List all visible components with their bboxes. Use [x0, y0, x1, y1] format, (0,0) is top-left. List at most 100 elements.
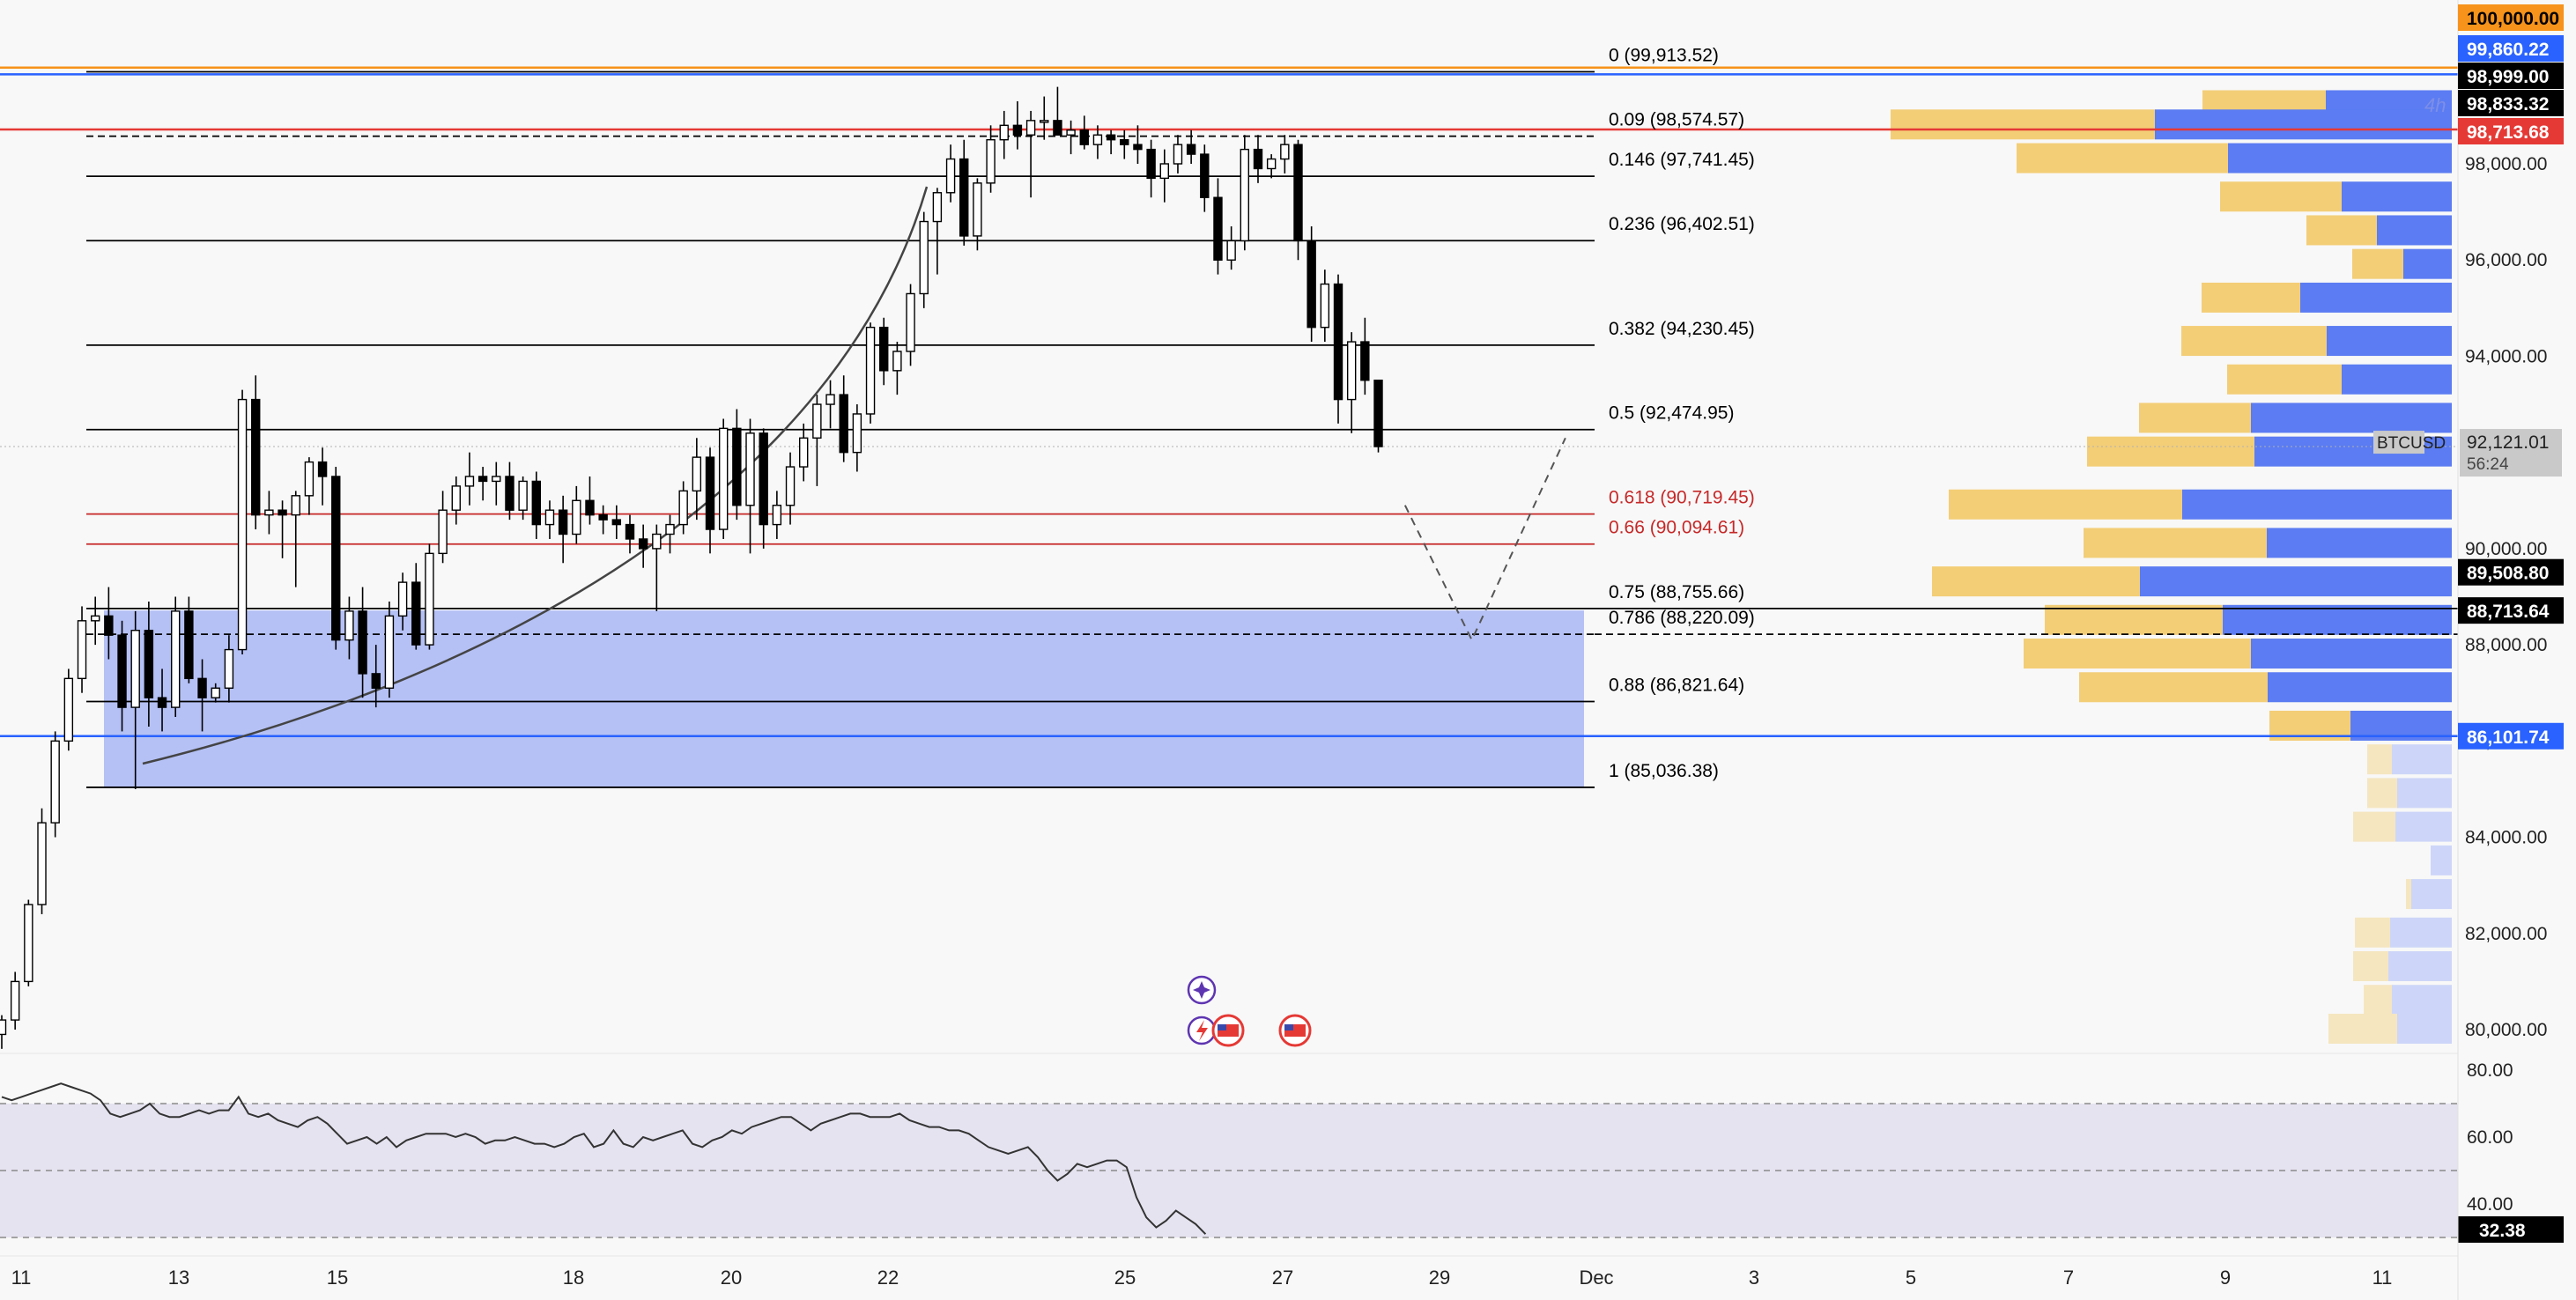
candle-body-60 — [799, 437, 809, 468]
price-tag-bg-5 — [2458, 558, 2564, 586]
volume-profile-down-13 — [2140, 566, 2452, 597]
fib-label-5: 0.5 (92,474.95) — [1609, 403, 1734, 424]
candle-body-88 — [1173, 144, 1183, 165]
candle-body-31 — [411, 581, 421, 646]
fib-label-10: 0.88 (86,821.64) — [1609, 675, 1744, 695]
rsi-axis-label-0: 80.00 — [2467, 1060, 2513, 1081]
candle-body-20 — [264, 509, 274, 516]
last-price-tag-bg — [2460, 429, 2562, 477]
candle-body-78 — [1040, 120, 1049, 123]
volume-profile-down-5 — [2403, 248, 2452, 279]
volume-profile-down-2 — [2228, 143, 2452, 174]
price-tag-1: 99,860.22 — [2467, 40, 2549, 60]
us-flag-canton — [1218, 1024, 1226, 1030]
demand-zone-box — [104, 610, 1584, 787]
volume-profile-down-22 — [2411, 879, 2452, 910]
fib-label-9: 0.786 (88,220.09) — [1609, 608, 1755, 628]
candle-body-58 — [772, 505, 782, 526]
candle-body-24 — [317, 461, 328, 477]
candle-body-99 — [1320, 283, 1330, 329]
time-axis-label-7: 27 — [1272, 1267, 1293, 1289]
volume-profile-down-4 — [2377, 215, 2452, 246]
volume-profile-up-24 — [2353, 951, 2388, 982]
time-axis-label-12: 7 — [2063, 1267, 2074, 1289]
candle-body-37 — [492, 476, 501, 483]
price-tag-6: 88,713.64 — [2467, 602, 2550, 622]
volume-profile-down-24 — [2388, 951, 2452, 982]
price-tag-0: 100,000.00 — [2467, 9, 2559, 29]
volume-profile-down-1 — [2155, 109, 2452, 140]
price-axis-label-2: 84,000.00 — [2465, 828, 2547, 848]
volume-profile-down-6 — [2300, 282, 2452, 313]
volume-profile-up-25 — [2364, 985, 2392, 1016]
volume-profile-up-6 — [2202, 282, 2300, 313]
candle-body-50 — [665, 523, 675, 536]
fib-label-3: 0.236 (96,402.51) — [1609, 214, 1755, 234]
price-axis-label-0: 80,000.00 — [2465, 1020, 2547, 1040]
fib-label-6: 0.618 (90,719.45) — [1609, 488, 1755, 508]
time-axis-label-1: 13 — [168, 1267, 189, 1289]
volume-profile-up-10 — [2087, 436, 2254, 467]
candle-body-49 — [652, 533, 662, 550]
candle-body-42 — [558, 509, 568, 536]
candle-body-29 — [384, 615, 395, 689]
candle-body-83 — [1106, 134, 1116, 141]
volume-profile-down-26 — [2397, 1014, 2452, 1044]
volume-profile-down-14 — [2223, 604, 2452, 635]
price-tag-4: 98,713.68 — [2467, 122, 2550, 143]
time-axis-label-3: 18 — [563, 1267, 584, 1289]
fib-label-8: 0.75 (88,755.66) — [1609, 582, 1744, 602]
candle-body-81 — [1079, 129, 1089, 145]
volume-profile-up-9 — [2139, 403, 2251, 433]
candle-body-52 — [692, 456, 702, 492]
time-axis-label-13: 9 — [2220, 1267, 2231, 1289]
candle-body-14 — [184, 610, 194, 680]
candle-body-79 — [1053, 120, 1062, 136]
us-flag-canton-2 — [1284, 1024, 1293, 1030]
candle-body-8 — [104, 615, 114, 636]
demand-zone-layer — [104, 610, 1584, 787]
time-axis-label-8: 29 — [1429, 1267, 1450, 1289]
volume-profile-up-7 — [2181, 326, 2327, 357]
time-axis: 11 13 15 18 20 22 25 27 29 Dec 3 5 7 9 11 — [0, 0, 2459, 1300]
fib-label-7: 0.66 (90,094.61) — [1609, 518, 1744, 538]
candle-body-61 — [812, 403, 822, 439]
volume-profile-up-23 — [2355, 917, 2390, 948]
candle-body-33 — [438, 509, 448, 555]
price-tag-3: 98,833.32 — [2467, 94, 2549, 114]
horizontal-lines — [0, 66, 2458, 738]
candle-body-80 — [1066, 129, 1076, 136]
candle-body-10 — [130, 630, 140, 708]
candle-body-16 — [211, 687, 220, 698]
time-axis-label-11: 5 — [1906, 1267, 1916, 1289]
candle-body-71 — [945, 158, 956, 194]
volume-profile-down-11 — [2182, 489, 2452, 520]
price-tag-bg-6 — [2458, 597, 2564, 624]
price-axis-label-9: 98,000.00 — [2465, 154, 2547, 174]
candle-body-44 — [585, 499, 595, 516]
rsi-line — [1, 1082, 1207, 1235]
time-axis-label-5: 22 — [877, 1267, 899, 1289]
fib-label-1: 0.09 (98,574.57) — [1609, 110, 1744, 130]
event-markers[interactable] — [1187, 975, 1312, 1047]
time-axis-label-0: 11 — [11, 1267, 32, 1289]
candle-body-93 — [1240, 148, 1250, 242]
candle-body-55 — [732, 427, 742, 506]
volume-profile-down-25 — [2392, 985, 2452, 1016]
candle-body-27 — [358, 610, 367, 675]
volume-profile-down-20 — [2395, 811, 2452, 842]
rsi-axis-label-1: 60.00 — [2467, 1127, 2513, 1148]
rsi-last-tag-bg — [2458, 1215, 2564, 1243]
candle-body-26 — [344, 610, 354, 641]
candle-body-32 — [425, 552, 434, 646]
volume-profile-up-15 — [2024, 639, 2251, 669]
candle-body-74 — [986, 138, 996, 184]
volume-profile — [1891, 90, 2452, 1044]
candle-body-17 — [224, 648, 234, 689]
price-axis-label-4: 88,000.00 — [2465, 635, 2547, 655]
candle-body-18 — [237, 398, 248, 651]
candle-body-23 — [304, 461, 315, 497]
candle-body-63 — [839, 394, 848, 454]
volume-profile-up-19 — [2367, 778, 2397, 809]
